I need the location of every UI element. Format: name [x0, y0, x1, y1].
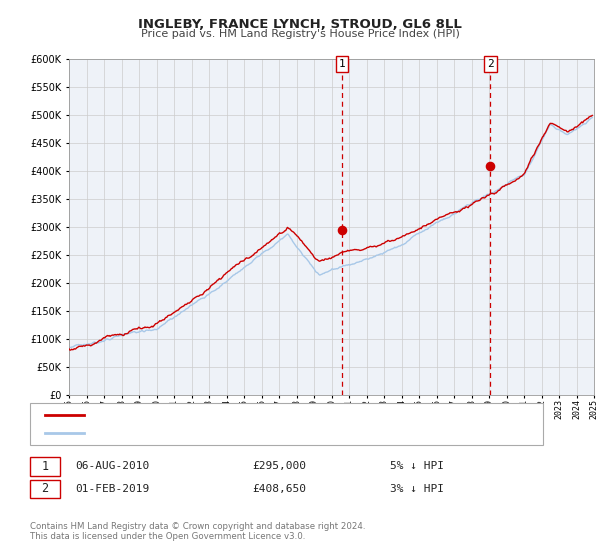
Text: Contains HM Land Registry data © Crown copyright and database right 2024.
This d: Contains HM Land Registry data © Crown c…: [30, 522, 365, 542]
Text: HPI: Average price, detached house, Stroud: HPI: Average price, detached house, Stro…: [93, 428, 340, 438]
Text: INGLEBY, FRANCE LYNCH, STROUD, GL6 8LL (detached house): INGLEBY, FRANCE LYNCH, STROUD, GL6 8LL (…: [93, 410, 416, 420]
Text: £408,650: £408,650: [252, 484, 306, 494]
Text: 2: 2: [487, 59, 494, 69]
Text: INGLEBY, FRANCE LYNCH, STROUD, GL6 8LL: INGLEBY, FRANCE LYNCH, STROUD, GL6 8LL: [138, 18, 462, 31]
Text: 1: 1: [338, 59, 345, 69]
Text: 3% ↓ HPI: 3% ↓ HPI: [390, 484, 444, 494]
Text: 06-AUG-2010: 06-AUG-2010: [75, 461, 149, 472]
Text: 01-FEB-2019: 01-FEB-2019: [75, 484, 149, 494]
Text: 1: 1: [41, 460, 49, 473]
Point: [485, 161, 495, 170]
Point: [337, 225, 347, 234]
Text: £295,000: £295,000: [252, 461, 306, 472]
Text: 2: 2: [41, 482, 49, 496]
Text: Price paid vs. HM Land Registry's House Price Index (HPI): Price paid vs. HM Land Registry's House …: [140, 29, 460, 39]
Text: 5% ↓ HPI: 5% ↓ HPI: [390, 461, 444, 472]
